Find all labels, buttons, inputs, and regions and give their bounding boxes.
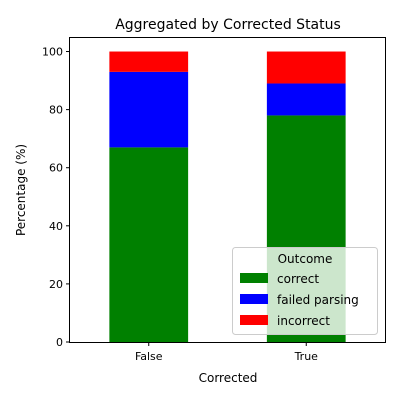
x-axis-label: Corrected (199, 371, 258, 385)
chart-title: Aggregated by Corrected Status (115, 17, 341, 33)
x-axis: False True (135, 342, 318, 363)
legend-label-failed-parsing: failed parsing (277, 293, 359, 307)
y-tick-label: 40 (49, 220, 63, 233)
bar-failed-parsing-false (109, 71, 189, 148)
y-axis-label: Percentage (%) (14, 144, 28, 236)
legend-label-incorrect: incorrect (277, 314, 330, 328)
legend-items: correct failed parsing incorrect (240, 272, 359, 328)
bar-incorrect-true (266, 51, 346, 84)
legend-box (232, 247, 378, 335)
y-tick-label: 20 (49, 278, 63, 291)
x-tick-label: True (294, 350, 319, 363)
bar-incorrect-false (109, 51, 189, 72)
bar-failed-parsing-true (266, 83, 346, 116)
legend: Outcome correct failed parsing incorrect (232, 247, 378, 335)
x-tick-label: False (135, 350, 163, 363)
legend-title: Outcome (278, 252, 333, 266)
bar-correct-false (109, 147, 189, 342)
y-axis: 0 20 40 60 80 100 (42, 46, 70, 349)
plot-frame (69, 37, 386, 343)
y-tick-label: 60 (49, 162, 63, 175)
legend-swatch-correct (240, 273, 268, 283)
y-tick-label: 80 (49, 104, 63, 117)
y-tick-label: 0 (56, 336, 63, 349)
y-tick-label: 100 (42, 46, 63, 59)
legend-label-correct: correct (277, 272, 319, 286)
legend-swatch-failed-parsing (240, 294, 268, 304)
legend-swatch-incorrect (240, 315, 268, 325)
